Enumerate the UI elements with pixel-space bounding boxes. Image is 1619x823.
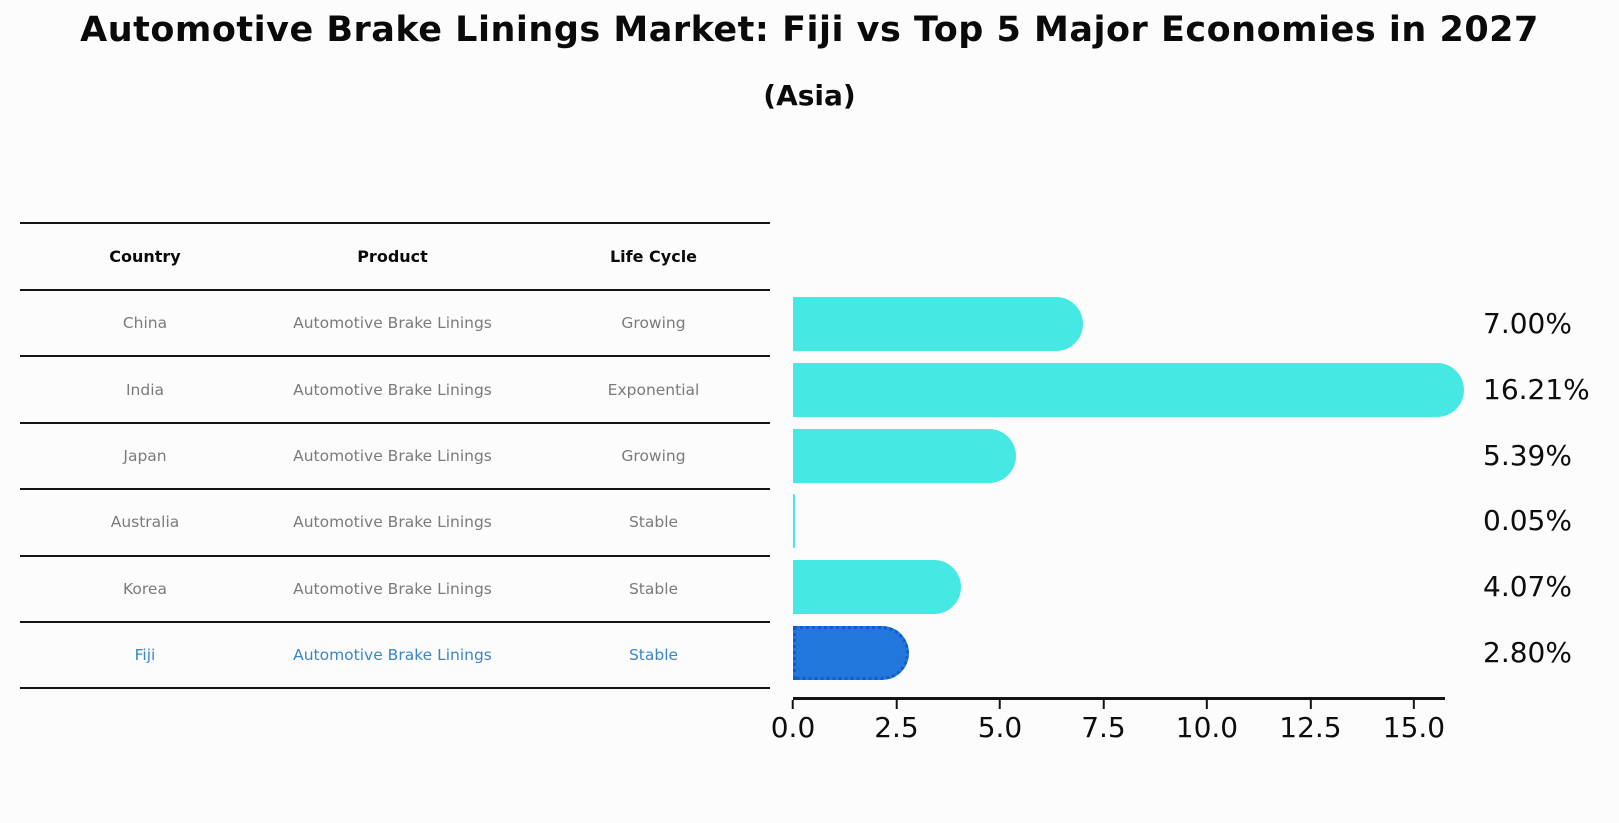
table-row-japan: Japan Automotive Brake Linings Growing (20, 424, 770, 491)
value-label-india: 16.21% (1483, 372, 1590, 406)
tick-mark (1205, 700, 1208, 709)
bar-japan (793, 428, 1017, 483)
country-cell: Australia (110, 513, 180, 532)
tick-mark (1102, 700, 1105, 709)
x-tick-5: 12.5 (1279, 700, 1342, 744)
bar-korea (793, 560, 962, 615)
tick-label: 15.0 (1382, 711, 1446, 744)
column-header-life-cycle: Life Cycle (609, 247, 698, 266)
tick-mark (1412, 700, 1415, 709)
page-subtitle: (Asia) (763, 79, 856, 112)
life-cycle-cell: Growing (621, 314, 686, 333)
country-table: Country Product Life Cycle China Automot… (20, 222, 770, 690)
country-cell: Japan (123, 446, 167, 465)
value-label-japan: 5.39% (1483, 438, 1572, 472)
x-tick-6: 15.0 (1383, 700, 1445, 744)
country-cell: Fiji (134, 646, 156, 665)
tick-label: 5.0 (977, 711, 1023, 744)
bar-australia (793, 494, 796, 549)
tick-mark (792, 700, 794, 709)
table-row-korea: Korea Automotive Brake Linings Stable (20, 557, 770, 623)
tick-label: 10.0 (1175, 711, 1239, 744)
value-label-korea: 4.07% (1483, 570, 1572, 604)
country-cell: India (125, 380, 165, 399)
table-row-india: India Automotive Brake Linings Exponenti… (20, 357, 770, 424)
country-cell: Korea (123, 579, 167, 598)
table-row-australia: Australia Automotive Brake Linings Stabl… (20, 490, 770, 557)
life-cycle-cell: Stable (628, 646, 679, 665)
x-axis-line (793, 697, 1445, 700)
country-cell: China (122, 314, 168, 333)
x-tick-1: 2.5 (874, 700, 919, 744)
product-cell: Automotive Brake Linings (293, 513, 492, 532)
tick-mark (998, 700, 1001, 709)
bar-china (793, 297, 1083, 351)
value-label-china: 7.00% (1483, 307, 1572, 340)
life-cycle-cell: Stable (628, 513, 679, 532)
column-header-country: Country (109, 247, 181, 266)
product-cell: Automotive Brake Linings (293, 446, 492, 465)
tick-label: 7.5 (1081, 711, 1126, 744)
table-header-row: Country Product Life Cycle (20, 224, 770, 291)
life-cycle-cell: Growing (621, 446, 686, 465)
bar-plot-area (793, 222, 1465, 697)
life-cycle-cell: Exponential (607, 380, 700, 399)
table-row-china: China Automotive Brake Linings Growing (20, 291, 770, 358)
tick-label: 0.0 (770, 711, 816, 744)
tick-label: 12.5 (1279, 711, 1342, 744)
tick-mark (895, 700, 898, 709)
x-tick-4: 10.0 (1176, 700, 1238, 744)
value-label-australia: 0.05% (1483, 504, 1572, 538)
bar-india (793, 362, 1465, 417)
product-cell: Automotive Brake Linings (293, 314, 492, 333)
x-tick-3: 7.5 (1081, 700, 1126, 744)
life-cycle-cell: Stable (628, 579, 679, 598)
page-title: Automotive Brake Linings Market: Fiji vs… (80, 10, 1539, 50)
bar-fiji (793, 626, 909, 680)
tick-label: 2.5 (874, 711, 919, 744)
x-tick-2: 5.0 (977, 700, 1023, 744)
table-row-fiji: Fiji Automotive Brake Linings Stable (20, 623, 770, 690)
product-cell: Automotive Brake Linings (293, 646, 492, 665)
x-tick-0: 0.0 (770, 700, 816, 744)
product-cell: Automotive Brake Linings (293, 380, 492, 399)
tick-mark (1309, 700, 1312, 709)
product-cell: Automotive Brake Linings (293, 579, 492, 598)
value-label-fiji: 2.80% (1483, 636, 1572, 669)
column-header-product: Product (357, 247, 428, 266)
